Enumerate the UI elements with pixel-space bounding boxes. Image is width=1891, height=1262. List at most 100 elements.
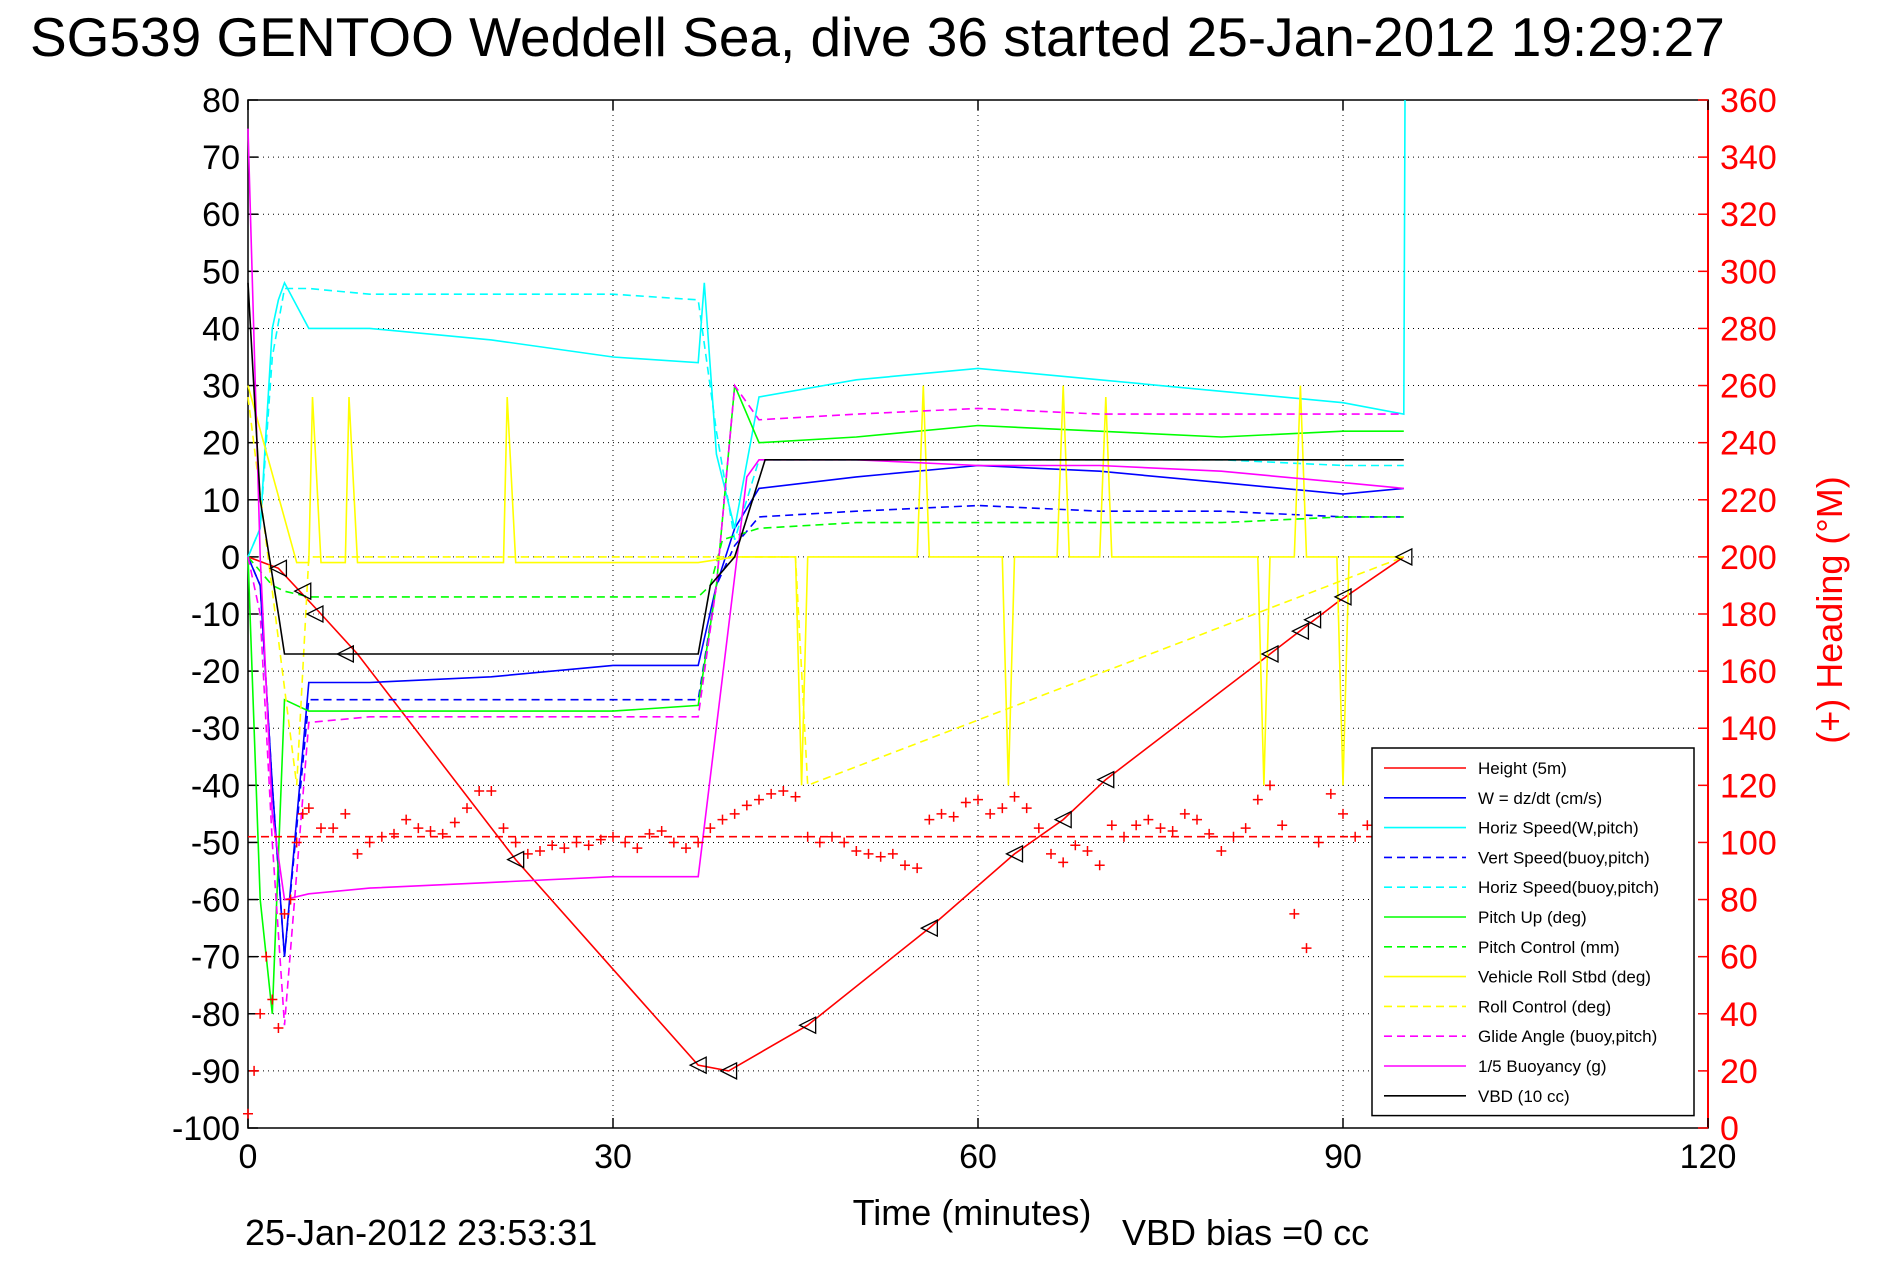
heading-point — [997, 803, 1008, 814]
height-marker — [1260, 644, 1279, 664]
height-marker — [506, 850, 525, 869]
x-axis-ticks: 0 30 60 90 120 — [239, 100, 1737, 1176]
y-right-tick-label: 340 — [1720, 139, 1777, 177]
series-vert-speed-buoy-pitch — [247, 504, 1404, 957]
heading-point — [462, 803, 472, 814]
height-marker — [1005, 844, 1024, 863]
heading-point — [729, 808, 740, 819]
heading-point — [693, 837, 704, 848]
x-tick-label: 120 — [1680, 1138, 1737, 1176]
y-tick-label: -100 — [172, 1110, 240, 1148]
heading-point — [316, 823, 326, 834]
height-marker — [719, 1061, 738, 1080]
heading-point — [778, 786, 789, 797]
y-right-tick-label: 360 — [1720, 82, 1777, 120]
y-right-tick-label: 240 — [1720, 425, 1777, 463]
heading-point — [389, 828, 399, 839]
y-tick-label: 20 — [202, 425, 240, 463]
heading-point — [1216, 846, 1227, 857]
series-1-5-buoyancy-g — [247, 128, 1404, 901]
footer-timestamp: 25-Jan-2012 23:53:31 — [245, 1212, 597, 1253]
heading-point — [839, 837, 850, 848]
heading-point — [632, 843, 643, 854]
heading-point — [303, 803, 314, 814]
heading-point — [851, 846, 862, 857]
series-horiz-speed-w-pitch — [247, 99, 1406, 558]
series-roll-control-deg — [247, 396, 1405, 787]
y-tick-label: -50 — [191, 824, 240, 862]
series-glide-angle-buoy-pitch — [247, 383, 1404, 1026]
heading-point — [474, 786, 485, 797]
heading-point — [243, 1108, 253, 1119]
heading-point — [547, 840, 558, 851]
y-right-tick-label: 320 — [1720, 196, 1777, 234]
y-tick-label: -90 — [191, 1053, 240, 1091]
heading-point — [924, 814, 935, 825]
heading-point — [510, 837, 521, 848]
y-right-tick-label: 200 — [1720, 539, 1777, 577]
legend-label: Glide Angle (buoy,pitch) — [1478, 1027, 1657, 1046]
heading-point — [620, 837, 631, 848]
y-tick-label: -60 — [191, 882, 240, 920]
heading-point — [1204, 828, 1215, 839]
heading-point — [522, 848, 533, 859]
heading-point — [608, 831, 618, 842]
height-marker — [1290, 622, 1310, 641]
series-w-dz-dt-cm-s — [247, 464, 1404, 957]
height-marker — [919, 919, 938, 938]
y-tick-label: -40 — [191, 767, 240, 805]
heading-point — [681, 843, 691, 854]
height-marker — [1303, 610, 1322, 629]
heading-point — [571, 837, 582, 848]
legend-label: Height (5m) — [1478, 759, 1567, 778]
x-tick-label: 30 — [594, 1138, 632, 1176]
heading-point — [644, 828, 655, 839]
chart-title: SG539 GENTOO Weddell Sea, dive 36 starte… — [30, 6, 1725, 68]
heading-point — [401, 814, 412, 825]
series-group — [247, 99, 1406, 1072]
heading-point — [1325, 788, 1336, 799]
y-right-tick-label: 120 — [1720, 767, 1777, 805]
heading-point — [364, 837, 375, 848]
heading-point — [1301, 943, 1312, 954]
heading-point — [741, 800, 752, 811]
heading-point — [1021, 803, 1032, 814]
heading-point — [559, 843, 570, 854]
legend-label: Vert Speed(buoy,pitch) — [1478, 848, 1650, 867]
heading-point — [1082, 846, 1093, 857]
heading-point — [973, 794, 983, 805]
y-tick-label: -70 — [191, 939, 240, 977]
heading-point — [1252, 794, 1263, 805]
heading-point — [352, 848, 363, 859]
heading-point — [1240, 823, 1251, 834]
height-marker — [1053, 810, 1072, 829]
heading-point — [1179, 808, 1190, 819]
y-right-tick-label: 0 — [1720, 1110, 1739, 1148]
heading-point — [985, 808, 996, 819]
y-right-tick-label: 140 — [1720, 710, 1777, 748]
y-right-tick-label: 100 — [1720, 824, 1777, 862]
y-tick-label: 40 — [202, 310, 240, 348]
heading-point — [583, 840, 594, 851]
legend-label: Pitch Up (deg) — [1478, 908, 1587, 927]
legend-label: Vehicle Roll Stbd (deg) — [1478, 968, 1651, 987]
y-right-tick-label: 280 — [1720, 310, 1777, 348]
heading-point — [1338, 808, 1348, 819]
height-marker — [1394, 547, 1413, 566]
series-horiz-speed-buoy-pitch — [247, 287, 1404, 558]
legend-label: Pitch Control (mm) — [1478, 938, 1620, 957]
y-tick-label: -30 — [191, 710, 240, 748]
heading-point — [936, 808, 947, 819]
y-right-tick-label: 160 — [1720, 653, 1777, 691]
heading-point — [535, 846, 545, 857]
heading-point — [1277, 820, 1288, 831]
heading-point — [887, 848, 898, 859]
heading-point — [814, 837, 825, 848]
heading-point — [595, 834, 606, 845]
heading-point — [1131, 820, 1142, 831]
y-right-tick-label: 180 — [1720, 596, 1777, 634]
heading-point — [1046, 848, 1056, 859]
legend-box — [1371, 747, 1695, 1117]
height-marker — [293, 582, 312, 601]
